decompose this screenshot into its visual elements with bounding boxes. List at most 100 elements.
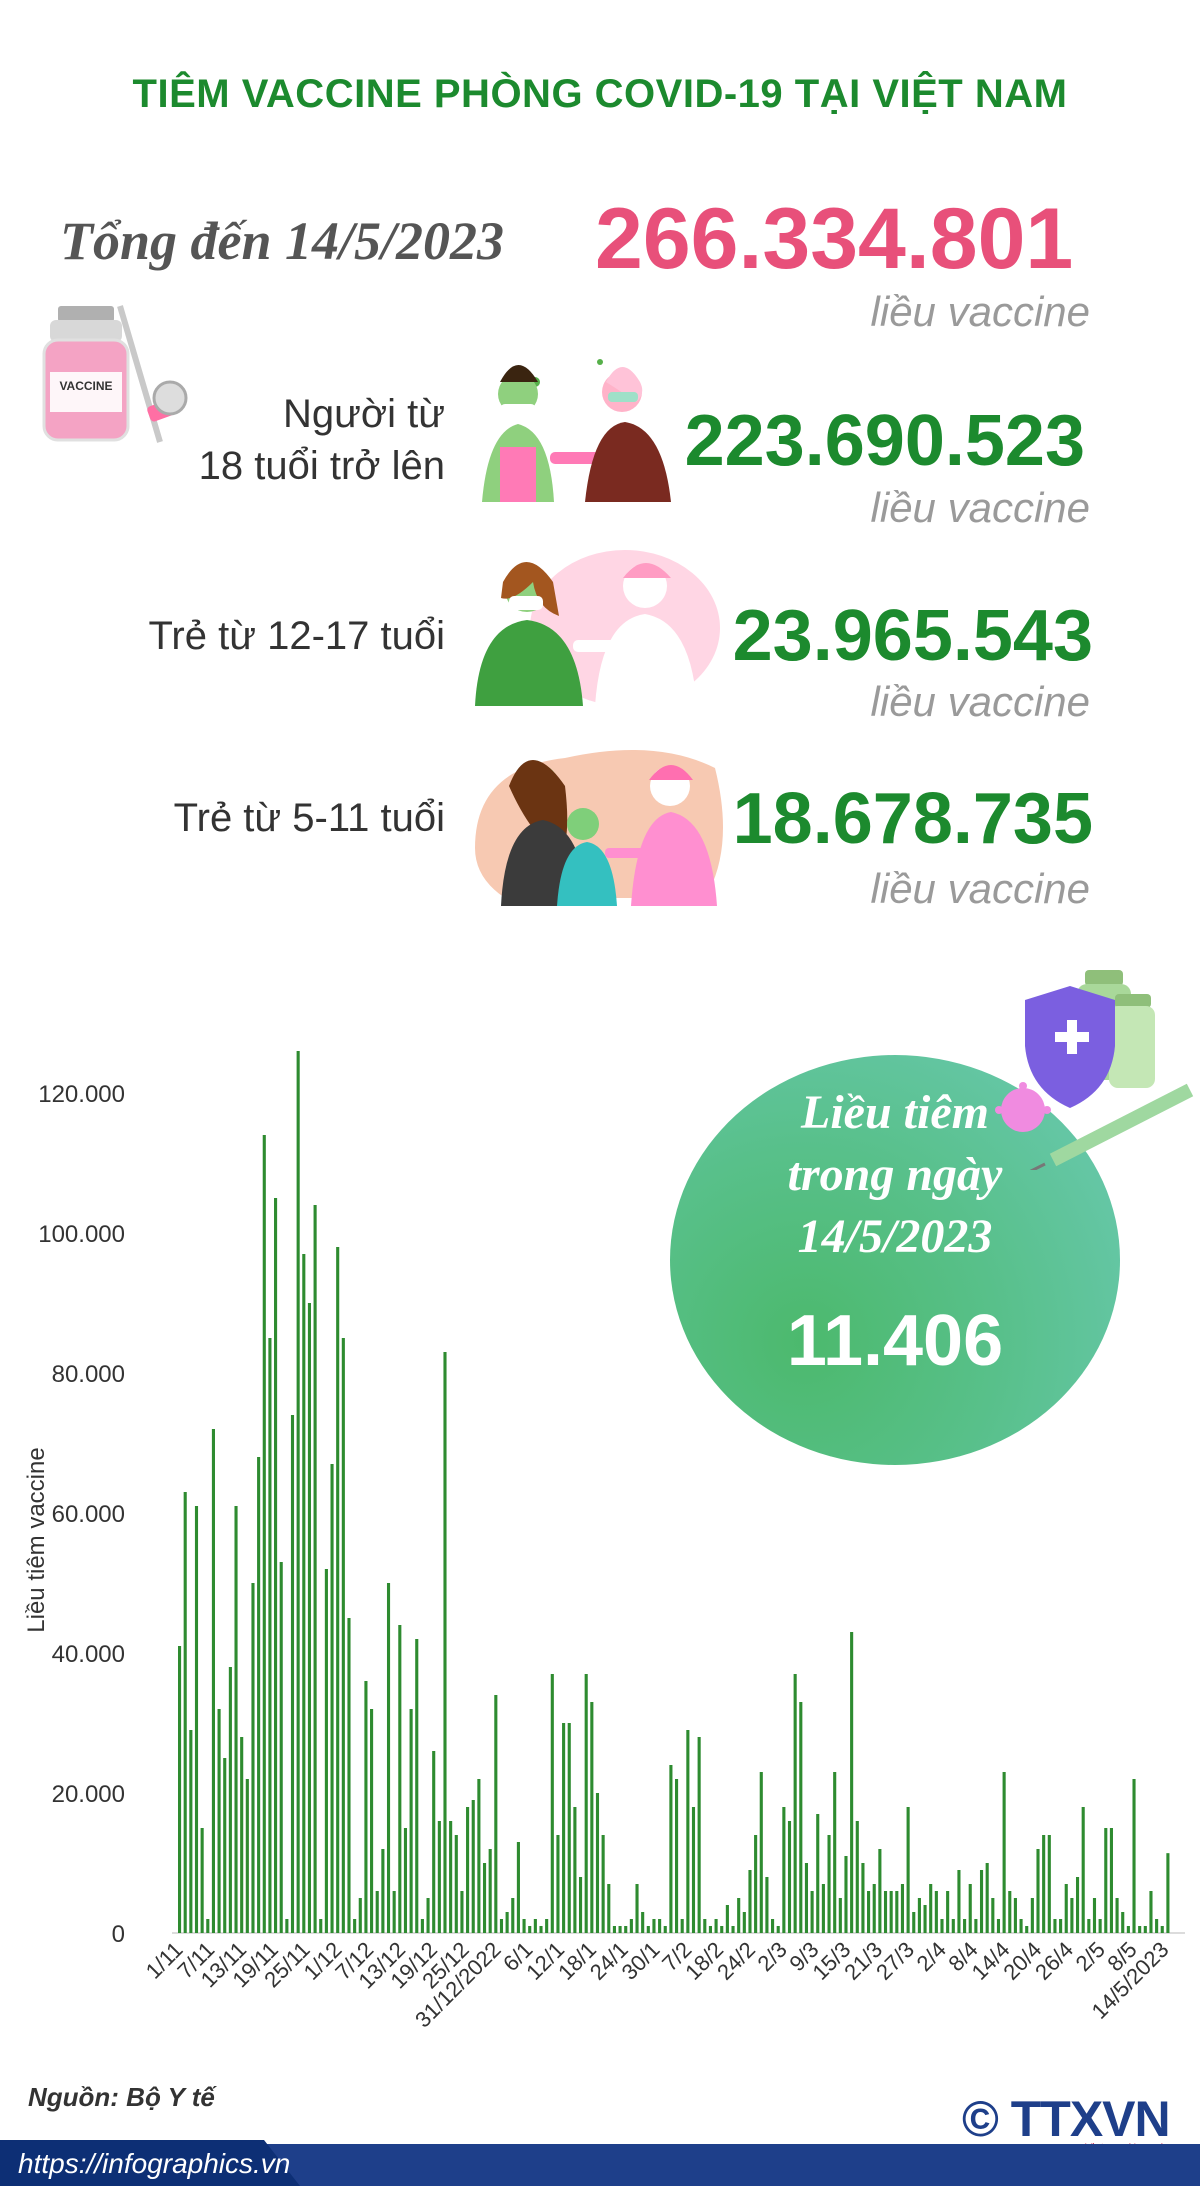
y-axis-ticks: 0 20.000 40.000 60.000 80.000 100.000 120.000 bbox=[38, 1081, 125, 1948]
bar bbox=[234, 1506, 238, 1933]
bar bbox=[477, 1779, 481, 1933]
bar bbox=[590, 1702, 594, 1933]
bar bbox=[217, 1709, 221, 1933]
group-children-label-line1: Trẻ từ 5-11 tuổi bbox=[173, 796, 445, 840]
bar bbox=[827, 1835, 831, 1933]
bar bbox=[1115, 1898, 1119, 1933]
bar bbox=[754, 1835, 758, 1933]
bar bbox=[228, 1667, 232, 1933]
y-tick-label: 100.000 bbox=[38, 1221, 125, 1248]
x-tick-label: 26/4 bbox=[1030, 1937, 1078, 1985]
bar bbox=[386, 1583, 391, 1933]
bar bbox=[658, 1919, 662, 1933]
y-tick-label: 0 bbox=[112, 1921, 125, 1948]
bar bbox=[307, 1303, 312, 1933]
bar bbox=[652, 1919, 656, 1933]
bar bbox=[759, 1772, 763, 1933]
bar bbox=[268, 1338, 272, 1933]
y-tick-label: 80.000 bbox=[52, 1361, 125, 1388]
bar bbox=[403, 1828, 408, 1933]
total-date-label: Tổng đến 14/5/2023 bbox=[60, 211, 505, 271]
bar bbox=[855, 1821, 859, 1933]
bar bbox=[454, 1835, 458, 1933]
bar bbox=[776, 1926, 780, 1933]
bar bbox=[1155, 1919, 1159, 1933]
group-adults-label-line1: Người từ bbox=[282, 392, 445, 436]
bar bbox=[358, 1898, 362, 1933]
shield-virus-syringe-icon bbox=[995, 970, 1194, 1170]
bar bbox=[516, 1842, 520, 1933]
bar bbox=[1126, 1926, 1130, 1933]
child-vaccination-illustration bbox=[475, 750, 723, 906]
bar bbox=[816, 1814, 820, 1933]
bar bbox=[584, 1674, 588, 1933]
bar bbox=[499, 1919, 504, 1933]
bar bbox=[799, 1702, 803, 1933]
bar bbox=[1132, 1779, 1136, 1933]
x-tick-label: 27/3 bbox=[871, 1937, 919, 1985]
group-children-value: 18.678.735 bbox=[732, 779, 1093, 859]
footer-url-tab bbox=[0, 2140, 300, 2186]
bar bbox=[223, 1758, 227, 1933]
bar bbox=[1075, 1877, 1080, 1933]
x-axis-ticks: 1/117/1113/1119/1125/111/127/1213/1219/1… bbox=[141, 1937, 1174, 2033]
bar bbox=[274, 1198, 278, 1933]
y-tick-label: 120.000 bbox=[38, 1081, 125, 1108]
bar bbox=[1025, 1926, 1029, 1933]
group-adults-unit: liều vaccine bbox=[870, 484, 1090, 531]
bar bbox=[629, 1919, 633, 1933]
infographics-link[interactable]: https://infographics.vn bbox=[18, 2148, 291, 2179]
bar bbox=[601, 1835, 605, 1933]
bar bbox=[1143, 1926, 1147, 1933]
y-tick-label: 60.000 bbox=[52, 1501, 125, 1528]
bar bbox=[381, 1849, 385, 1933]
bar bbox=[1008, 1891, 1012, 1933]
bar bbox=[720, 1926, 724, 1933]
bar bbox=[979, 1870, 984, 1933]
bar bbox=[996, 1919, 1001, 1933]
bar bbox=[686, 1730, 690, 1933]
bar bbox=[697, 1737, 701, 1933]
bar bbox=[1064, 1884, 1068, 1933]
bar bbox=[189, 1730, 193, 1933]
bar bbox=[545, 1919, 549, 1933]
ttxvn-logo: © TTXVN bbox=[962, 2091, 1171, 2147]
bar bbox=[330, 1464, 334, 1933]
group-adults-value: 223.690.523 bbox=[684, 401, 1085, 481]
bar bbox=[867, 1891, 871, 1933]
bar bbox=[375, 1891, 379, 1933]
bar bbox=[917, 1898, 921, 1933]
bar bbox=[257, 1457, 261, 1933]
bar bbox=[466, 1807, 470, 1933]
bar bbox=[392, 1891, 396, 1933]
bar bbox=[178, 1646, 182, 1933]
bar bbox=[765, 1877, 769, 1933]
teen-vaccination-illustration bbox=[475, 550, 720, 706]
bar bbox=[296, 1051, 300, 1933]
bar bbox=[821, 1884, 825, 1933]
bar bbox=[742, 1912, 746, 1933]
group-children-unit: liều vaccine bbox=[870, 865, 1090, 912]
bar bbox=[703, 1919, 707, 1933]
bar bbox=[624, 1926, 628, 1933]
bar bbox=[420, 1919, 424, 1933]
bar bbox=[432, 1751, 436, 1933]
bar bbox=[833, 1772, 837, 1933]
bar bbox=[415, 1639, 419, 1933]
bar bbox=[612, 1926, 616, 1933]
group-adults-label-line2: 18 tuổi trở lên bbox=[198, 444, 445, 488]
bar bbox=[245, 1779, 249, 1933]
vial-label: VACCINE bbox=[59, 379, 112, 393]
bars-group bbox=[178, 1051, 1170, 1933]
bar bbox=[194, 1506, 199, 1933]
bar bbox=[934, 1891, 938, 1933]
bar bbox=[680, 1919, 684, 1933]
y-tick-label: 20.000 bbox=[52, 1781, 125, 1808]
bar bbox=[883, 1891, 888, 1933]
bar bbox=[974, 1919, 978, 1933]
bar bbox=[929, 1884, 933, 1933]
vaccine-vial-icon: VACCINE bbox=[42, 305, 188, 443]
bar bbox=[319, 1919, 323, 1933]
bar bbox=[663, 1926, 667, 1933]
bar bbox=[748, 1870, 752, 1933]
